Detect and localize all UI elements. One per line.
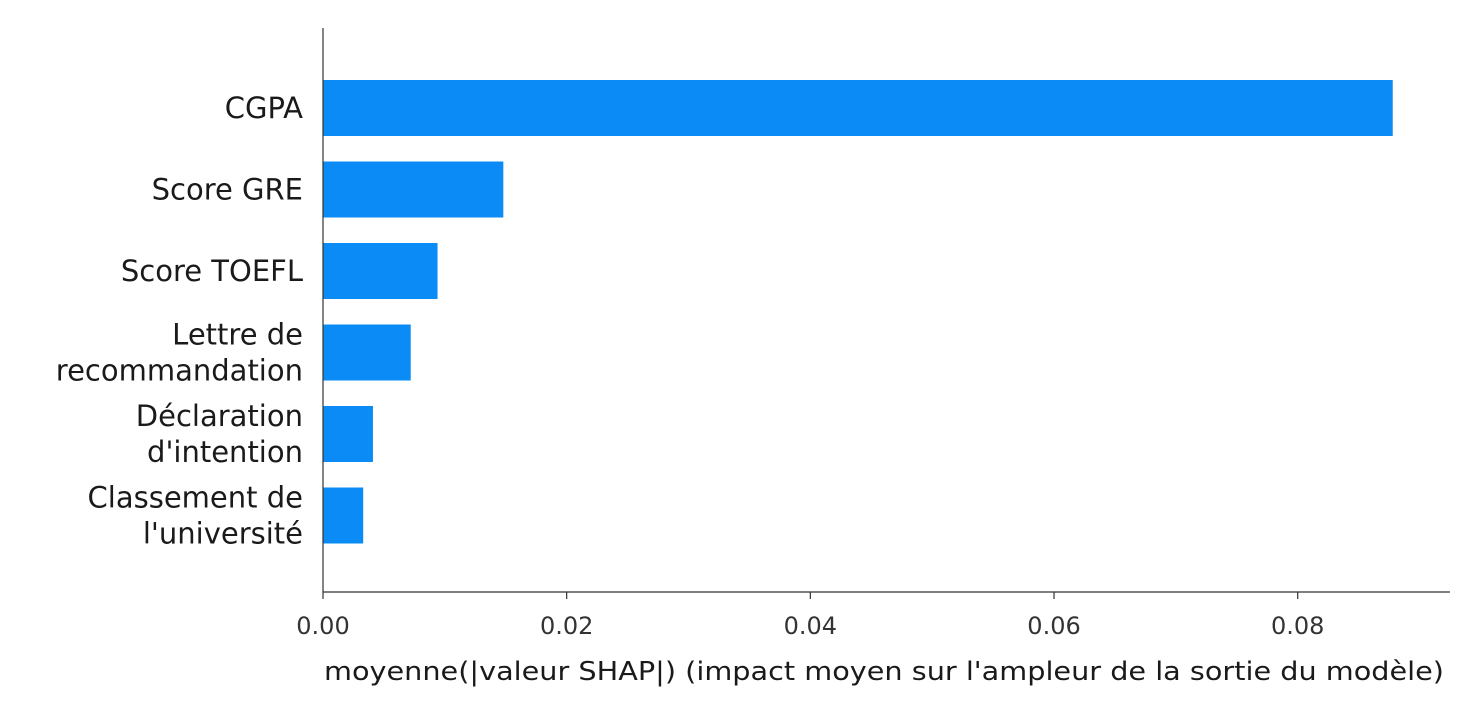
category-label-line: Déclaration: [136, 399, 303, 433]
x-tick-label: 0.02: [540, 612, 593, 640]
category-label-0: CGPA: [225, 91, 303, 125]
bar-0: [323, 80, 1393, 136]
category-label-line: Score TOEFL: [121, 254, 303, 288]
category-label-line: Lettre de: [172, 318, 303, 352]
x-tick-label: 0.00: [296, 612, 349, 640]
category-label-4: Déclaration d'intention: [136, 399, 303, 469]
bar-5: [323, 487, 364, 544]
bar-2: [323, 243, 438, 299]
x-axis-title: moyenne(|valeur SHAP|) (impact moyen sur…: [324, 657, 1444, 687]
bar-3: [323, 324, 411, 381]
x-tick-label: 0.04: [784, 612, 837, 640]
category-label-line: d'intention: [147, 435, 303, 469]
category-label-line: CGPA: [225, 91, 303, 125]
x-tick-label: 0.06: [1027, 612, 1080, 640]
bar-1: [323, 161, 504, 218]
category-label-2: Score TOEFL: [121, 254, 303, 288]
category-label-line: l'université: [143, 517, 303, 551]
x-tick-label: 0.08: [1271, 612, 1324, 640]
x-ticks: 0.00 0.02 0.04 0.06 0.08: [296, 592, 1324, 640]
category-label-5: Classement de l'université: [88, 481, 303, 551]
category-label-line: recommandation: [56, 354, 303, 388]
bar-4: [323, 406, 373, 462]
category-label-line: Classement de: [88, 481, 303, 515]
category-label-1: Score GRE: [152, 173, 303, 207]
category-labels: CGPA Score GRE Score TOEFL Lettre de recomma…: [56, 91, 303, 551]
category-label-3: Lettre de recommandation: [56, 318, 303, 388]
category-label-line: Score GRE: [152, 173, 303, 207]
bars-group: [323, 80, 1393, 544]
